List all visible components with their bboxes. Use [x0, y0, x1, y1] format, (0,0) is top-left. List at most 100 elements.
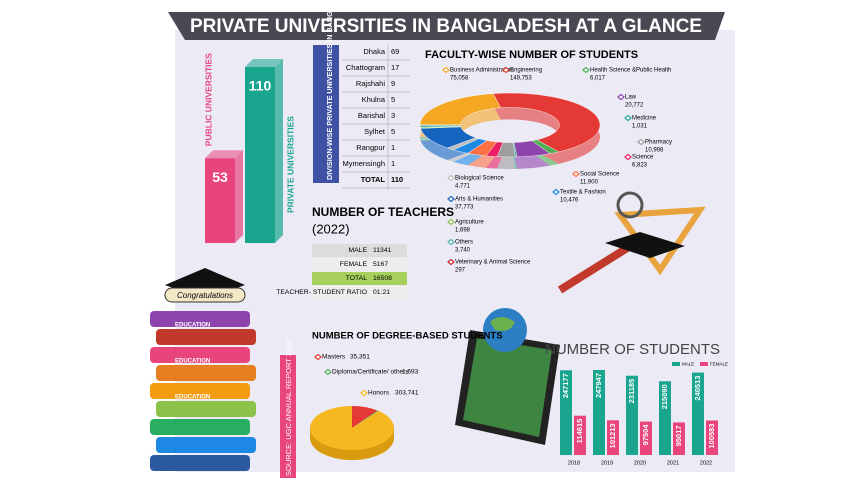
slice-name: Arts & Humanities — [455, 197, 503, 203]
slice-value: 11,900 — [580, 180, 599, 186]
slice-value: 1,698 — [455, 228, 471, 234]
teacher-value: 5167 — [373, 261, 388, 268]
slice-value: 35,351 — [350, 354, 370, 361]
slice-value: 4,771 — [455, 184, 471, 190]
division-value: 3 — [391, 111, 395, 120]
division-name: Rajshahi — [356, 79, 386, 88]
title: PRIVATE UNIVERSITIES IN BANGLADESH AT A … — [190, 16, 702, 37]
bar-value: 215090 — [660, 384, 669, 409]
slice-value: 20,772 — [625, 103, 644, 109]
slice-value: 3,740 — [455, 248, 471, 254]
division-name: Barishal — [358, 111, 385, 120]
bar-value: 240513 — [693, 376, 702, 401]
slice-name: Medicine — [632, 116, 657, 122]
books-illustration: EDUCATION EDUCATION EDUCATION Congratulatio… — [150, 268, 256, 471]
teacher-label: FEMALE — [340, 261, 368, 268]
x-tick-label: 2018 — [568, 460, 580, 466]
teacher-label: TOTAL — [346, 275, 367, 282]
bar-side — [275, 59, 283, 243]
division-value: 69 — [391, 47, 399, 56]
division-name: TOTAL — [361, 175, 386, 184]
table-title: DIVISION-WISE PRIVATE UNIVERSITIES IN BA… — [325, 0, 334, 180]
book-label: EDUCATION — [175, 323, 210, 329]
chart-title: NUMBER OF DEGREE-BASED STUDENTS — [312, 331, 503, 342]
bar-label: PRIVATE UNIVERSITIES — [285, 116, 295, 213]
teacher-label: MALE — [348, 247, 367, 254]
x-tick-label: 2020 — [634, 460, 646, 466]
division-value: 5 — [391, 127, 395, 136]
division-value: 9 — [391, 79, 395, 88]
slice-name: Others — [455, 240, 473, 246]
book — [150, 419, 250, 435]
x-tick-label: 2022 — [700, 460, 712, 466]
slice-value: 37,773 — [455, 205, 474, 211]
slice-name: Health Science &Public Health — [590, 68, 671, 74]
division-name: Dhaka — [363, 47, 386, 56]
slice-name: Science — [632, 155, 654, 161]
slice-name: Masters — [322, 354, 346, 361]
slice-value: 297 — [455, 268, 466, 274]
x-tick-label: 2021 — [667, 460, 679, 466]
book-label: EDUCATION — [175, 359, 210, 365]
slice-value: 303,741 — [395, 390, 419, 397]
bar-value: 100583 — [707, 424, 716, 449]
book — [156, 437, 256, 453]
slice-name: Honors — [368, 390, 390, 397]
pie-slice — [310, 406, 394, 450]
x-tick-label: 2019 — [601, 460, 613, 466]
division-name: Mymensingh — [342, 159, 385, 168]
slice-name: Textile & Fashion — [560, 190, 606, 196]
slice-value: 10,476 — [560, 198, 579, 204]
division-name: Khulna — [362, 95, 386, 104]
bar-value: 97504 — [641, 424, 650, 446]
teachers-title: NUMBER OF TEACHERS — [312, 205, 454, 219]
book — [156, 401, 256, 417]
bar-value: 110 — [249, 78, 272, 94]
teacher-value: 11341 — [373, 247, 392, 254]
slice-value: 6,017 — [590, 76, 606, 82]
book — [156, 329, 256, 345]
book — [150, 455, 250, 471]
chart-title: NUMBER OF STUDENTS — [545, 341, 720, 358]
bar-value: 101213 — [608, 423, 617, 448]
teacher-value: 16508 — [373, 275, 392, 282]
slice-value: 1,031 — [632, 124, 648, 130]
legend-swatch — [700, 362, 708, 366]
division-value: 5 — [391, 95, 395, 104]
slice-name: Diploma/Certificate/ others — [332, 369, 409, 376]
bar-value: 114615 — [575, 419, 584, 444]
bar-value: 231185 — [627, 379, 636, 404]
chart-title: FACULTY-WISE NUMBER OF STUDENTS — [425, 49, 638, 61]
book — [156, 365, 256, 381]
book-label: EDUCATION — [175, 395, 210, 401]
slice-value: 1,693 — [402, 369, 419, 376]
bar-value: 247177 — [561, 373, 570, 398]
legend-label: FEMALE — [710, 362, 728, 367]
teachers-subtitle: (2022) — [312, 221, 350, 236]
division-value: 110 — [391, 175, 403, 184]
slice-name: Law — [625, 95, 637, 101]
division-value: 17 — [391, 63, 399, 72]
bar-value: 53 — [212, 169, 228, 185]
slice-name: Social Science — [580, 172, 620, 178]
source: SOURCE: UGC ANNUAL REPORT 2022 — [284, 339, 293, 476]
bar-label: PUBLIC UNIVERSITIES — [203, 53, 213, 146]
division-name: Rangpur — [356, 143, 385, 152]
division-name: Sylhet — [364, 127, 386, 136]
slice-name: Pharmacy — [645, 140, 672, 146]
slice-name: Veterinary & Animal Science — [455, 260, 531, 266]
scroll-text: Congratulations — [177, 291, 233, 300]
bar-value: 247947 — [594, 373, 603, 398]
legend-label: MALE — [682, 362, 694, 367]
slice-value: 6,823 — [632, 163, 648, 169]
slice-name: Agriculture — [455, 220, 484, 226]
division-name: Chattogram — [346, 63, 385, 72]
teacher-value: 01:21 — [373, 289, 390, 296]
slice-value: 10,998 — [645, 148, 664, 154]
bar-value: 95017 — [674, 425, 683, 446]
slice-name: Engineering — [510, 68, 542, 74]
division-value: 1 — [391, 159, 395, 168]
slice-value: 149,753 — [510, 76, 532, 82]
